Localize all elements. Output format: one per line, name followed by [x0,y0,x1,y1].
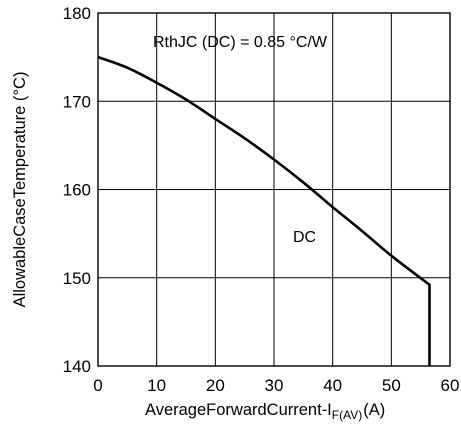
x-tick-label: 20 [206,376,225,395]
y-tick-label: 140 [63,357,91,376]
series-line-dc [97,55,431,366]
x-tick-label: 50 [382,376,401,395]
y-axis-label: AllowableCaseTemperature (°C) [11,72,29,308]
grid-lines [98,13,450,366]
x-axis-label-subscript: F(AV) [332,408,362,422]
x-tick-label: 10 [147,376,166,395]
y-tick-label: 160 [63,181,91,200]
x-tick-label: 0 [93,376,102,395]
y-tick-label: 170 [63,92,91,111]
x-tick-label: 60 [441,376,460,395]
series-layer [97,55,431,366]
y-tick-label: 150 [63,269,91,288]
x-axis-label-main: AverageForwardCurrent-I [145,401,332,419]
rth-annotation: RthJC (DC) = 0.85 °C/W [153,34,328,51]
x-axis-label: AverageForwardCurrent-IF(AV)(A) [145,401,385,422]
y-tick-label: 180 [63,4,91,23]
x-tick-label: 40 [323,376,342,395]
x-axis-label-unit: (A) [363,401,385,419]
tick-labels: 0 10 20 30 40 50 60 140 150 160 170 180 [63,4,460,395]
x-tick-label: 30 [265,376,284,395]
plot-frame [97,12,451,367]
dc-series-label: DC [293,229,316,246]
